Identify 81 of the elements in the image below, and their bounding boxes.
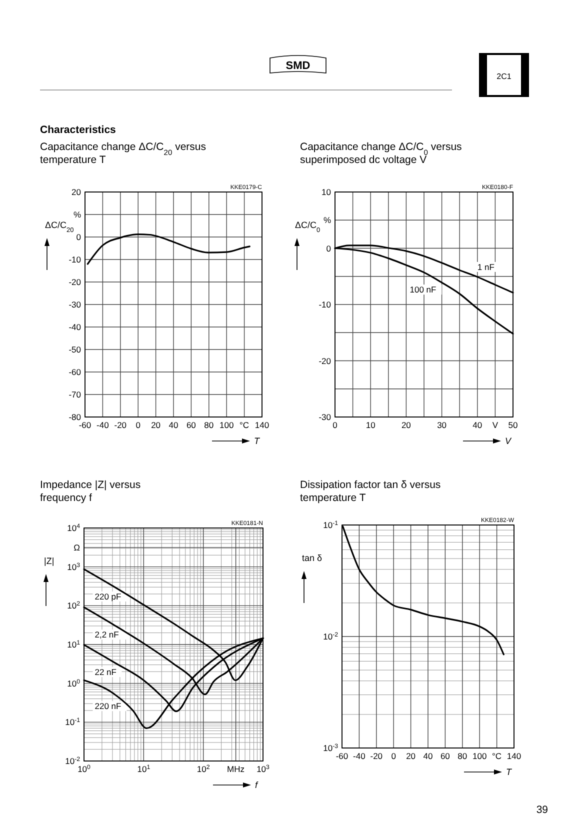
y-tick-label: 10$^{2}$ (67, 600, 81, 611)
series-label: 22 nF (94, 667, 116, 678)
chart-title: Impedance |Z| versus frequency f (40, 479, 141, 504)
y-tick-label: 10$^{-1}$ (65, 716, 81, 728)
y-tick-label: % (323, 215, 332, 226)
y-tick-label: 10$^{-2}$ (323, 631, 339, 642)
y-tick-label: 10$^{1}$ (67, 639, 81, 650)
y-axis-title: tan δ (302, 553, 322, 563)
x-tick-label: 20 (401, 420, 412, 430)
y-tick-label: -10 (318, 300, 332, 310)
chart-title: Dissipation factor tan δ versus temperature T (300, 479, 441, 504)
y-tick-label: % (73, 210, 82, 220)
chart-title: Capacitance change ΔC/C$_{0}$ versus superimposed dc voltage V (300, 141, 462, 166)
text: 39 (536, 804, 548, 816)
y-tick-label: 20 (72, 187, 82, 197)
y-tick-label: 10$^{4}$ (67, 522, 81, 533)
x-tick-label: °C (240, 420, 250, 430)
x-tick-label: 20 (151, 420, 161, 430)
x-tick-label: 100 (220, 420, 234, 430)
x-tick-label: 60 (440, 751, 450, 761)
x-tick-label: 60 (186, 420, 196, 430)
y-tick-label: 10$^{-3}$ (323, 742, 339, 753)
x-axis-title: T (254, 436, 261, 446)
x-tick-label: 50 (508, 420, 518, 430)
x-tick-label: 40 (423, 751, 433, 761)
series-label: 100 nF (410, 284, 436, 295)
x-tick-label: °C (492, 751, 502, 761)
x-tick-label: -40 (96, 420, 110, 430)
x-tick-label: 80 (458, 751, 468, 761)
x-tick-label: -20 (114, 420, 127, 430)
series-label: 220 nF (94, 701, 122, 712)
y-tick-label: Ω (74, 542, 80, 552)
chart-title: Capacitance change ΔC/C$_{20}$ versus temperature T (40, 141, 206, 166)
x-tick-label: 100 (472, 751, 487, 761)
y-tick-label: -30 (318, 412, 332, 422)
x-axis-title: T (506, 767, 513, 777)
series-label: 2,2 nF (94, 630, 119, 640)
y-tick-label: -50 (68, 344, 82, 354)
x-tick-label: 140 (506, 751, 522, 761)
y-tick-label: -80 (68, 412, 82, 422)
x-tick-label: -20 (370, 751, 383, 761)
text: 2C1 (496, 72, 512, 81)
y-tick-label: 10$^{-1}$ (323, 520, 339, 530)
x-tick-label: 40 (168, 420, 178, 430)
x-tick-label: 10$^{3}$ (256, 764, 270, 774)
x-tick-label: 40 (472, 420, 482, 430)
y-tick-label: 10 (322, 187, 332, 197)
x-tick-label: -60 (336, 751, 348, 761)
x-tick-label: V (492, 420, 498, 430)
x-tick-label: 30 (437, 420, 447, 430)
y-tick-label: 0 (326, 243, 332, 254)
y-axis-title: ΔC/C$_{20}$ (45, 220, 74, 234)
y-tick-label: 10$^{-2}$ (65, 756, 81, 766)
y-tick-label: -30 (68, 300, 82, 310)
x-tick-label: 140 (254, 420, 270, 430)
y-axis-title: |Z| (44, 556, 54, 566)
x-tick-label: 10 (366, 420, 376, 430)
y-tick-label: -70 (68, 390, 82, 400)
y-tick-label: -20 (68, 277, 82, 287)
x-tick-label: MHz (227, 764, 245, 774)
x-tick-label: -40 (353, 751, 366, 761)
x-tick-label: 0 (391, 751, 396, 761)
x-axis-title: f (255, 780, 259, 790)
y-tick-label: -40 (68, 322, 82, 332)
x-tick-label: 20 (406, 751, 416, 761)
y-tick-label: -20 (318, 356, 332, 366)
y-tick-label: -60 (68, 367, 82, 377)
y-tick-label: 10$^{0}$ (67, 678, 81, 688)
x-tick-label: 10$^{2}$ (196, 764, 210, 774)
y-tick-label: 0 (76, 232, 82, 242)
series-label: 220 pF (94, 591, 122, 602)
y-axis-title: ΔC/C$_{0}$ (295, 220, 321, 234)
y-tick-label: -10 (68, 254, 82, 264)
text: SMD (286, 60, 310, 72)
x-axis-title: V (505, 436, 512, 446)
series-label: 1 nF (477, 262, 494, 272)
x-tick-label: 80 (204, 420, 214, 430)
text: Characteristics (40, 124, 116, 136)
x-tick-label: 0 (136, 420, 141, 430)
y-tick-label: 10$^{3}$ (67, 561, 81, 572)
x-tick-label: 10$^{1}$ (137, 764, 151, 774)
